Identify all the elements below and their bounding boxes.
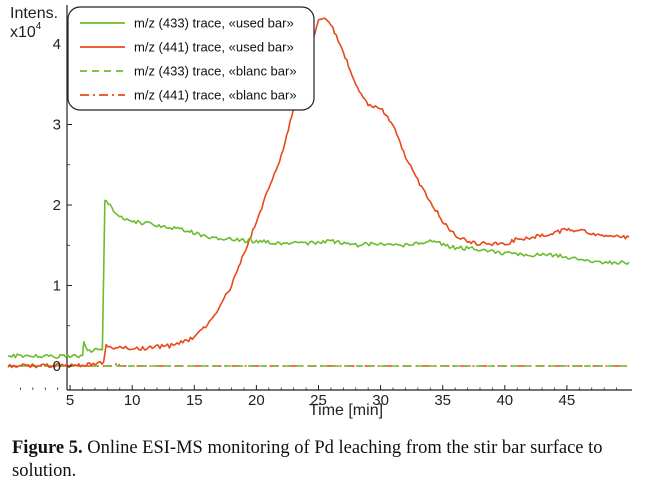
x-tick-label: 40 xyxy=(496,392,513,409)
legend-label: m/z (433) trace, «used bar» xyxy=(134,16,294,31)
y-ticks: 0 1 2 3 4 xyxy=(53,36,72,375)
series-line xyxy=(7,199,630,359)
figure-caption: Figure 5. Online ESI-MS monitoring of Pd… xyxy=(12,437,642,483)
chart: Intens. x104 5 10 15 20 25 30 35 40 45 0 1 2 3 4 Tim… xyxy=(7,5,632,419)
y-tick-label: 4 xyxy=(53,36,61,53)
series-line xyxy=(7,17,630,369)
x-tick-label: 45 xyxy=(559,392,576,409)
y-axis-label: Intens. xyxy=(10,5,58,22)
y-tick-label: 0 xyxy=(53,358,61,375)
x-axis-title: Time [min] xyxy=(309,402,383,419)
x-tick-label: 20 xyxy=(248,392,265,409)
x-tick-label: 10 xyxy=(124,392,141,409)
x-ticks: 5 10 15 20 25 30 35 40 45 xyxy=(20,385,617,409)
legend-box xyxy=(67,6,315,111)
legend-label: m/z (433) trace, «blanc bar» xyxy=(134,64,297,79)
x-tick-label: 30 xyxy=(372,392,389,409)
y-tick-label: 1 xyxy=(53,278,61,295)
y-axis-title: Intens. x104 xyxy=(10,5,58,41)
legend-label: m/z (441) trace, «used bar» xyxy=(134,40,294,55)
caption-text: Online ESI-MS monitoring of Pd leaching … xyxy=(12,438,603,481)
caption-label: Figure 5. xyxy=(12,438,83,458)
legend: m/z (433) trace, «used bar» m/z (441) tra… xyxy=(67,6,315,111)
x-tick-label: 35 xyxy=(434,392,451,409)
y-axis-multiplier: x104 xyxy=(10,21,42,41)
x-tick-label: 5 xyxy=(66,392,74,409)
y-tick-label: 3 xyxy=(53,117,61,134)
legend-label: m/z (441) trace, «blanc bar» xyxy=(134,88,297,103)
x-tick-label: 15 xyxy=(186,392,203,409)
x-tick-label: 25 xyxy=(310,392,327,409)
series-layer xyxy=(7,17,630,369)
y-tick-label: 2 xyxy=(53,197,61,214)
series-line xyxy=(8,361,629,367)
